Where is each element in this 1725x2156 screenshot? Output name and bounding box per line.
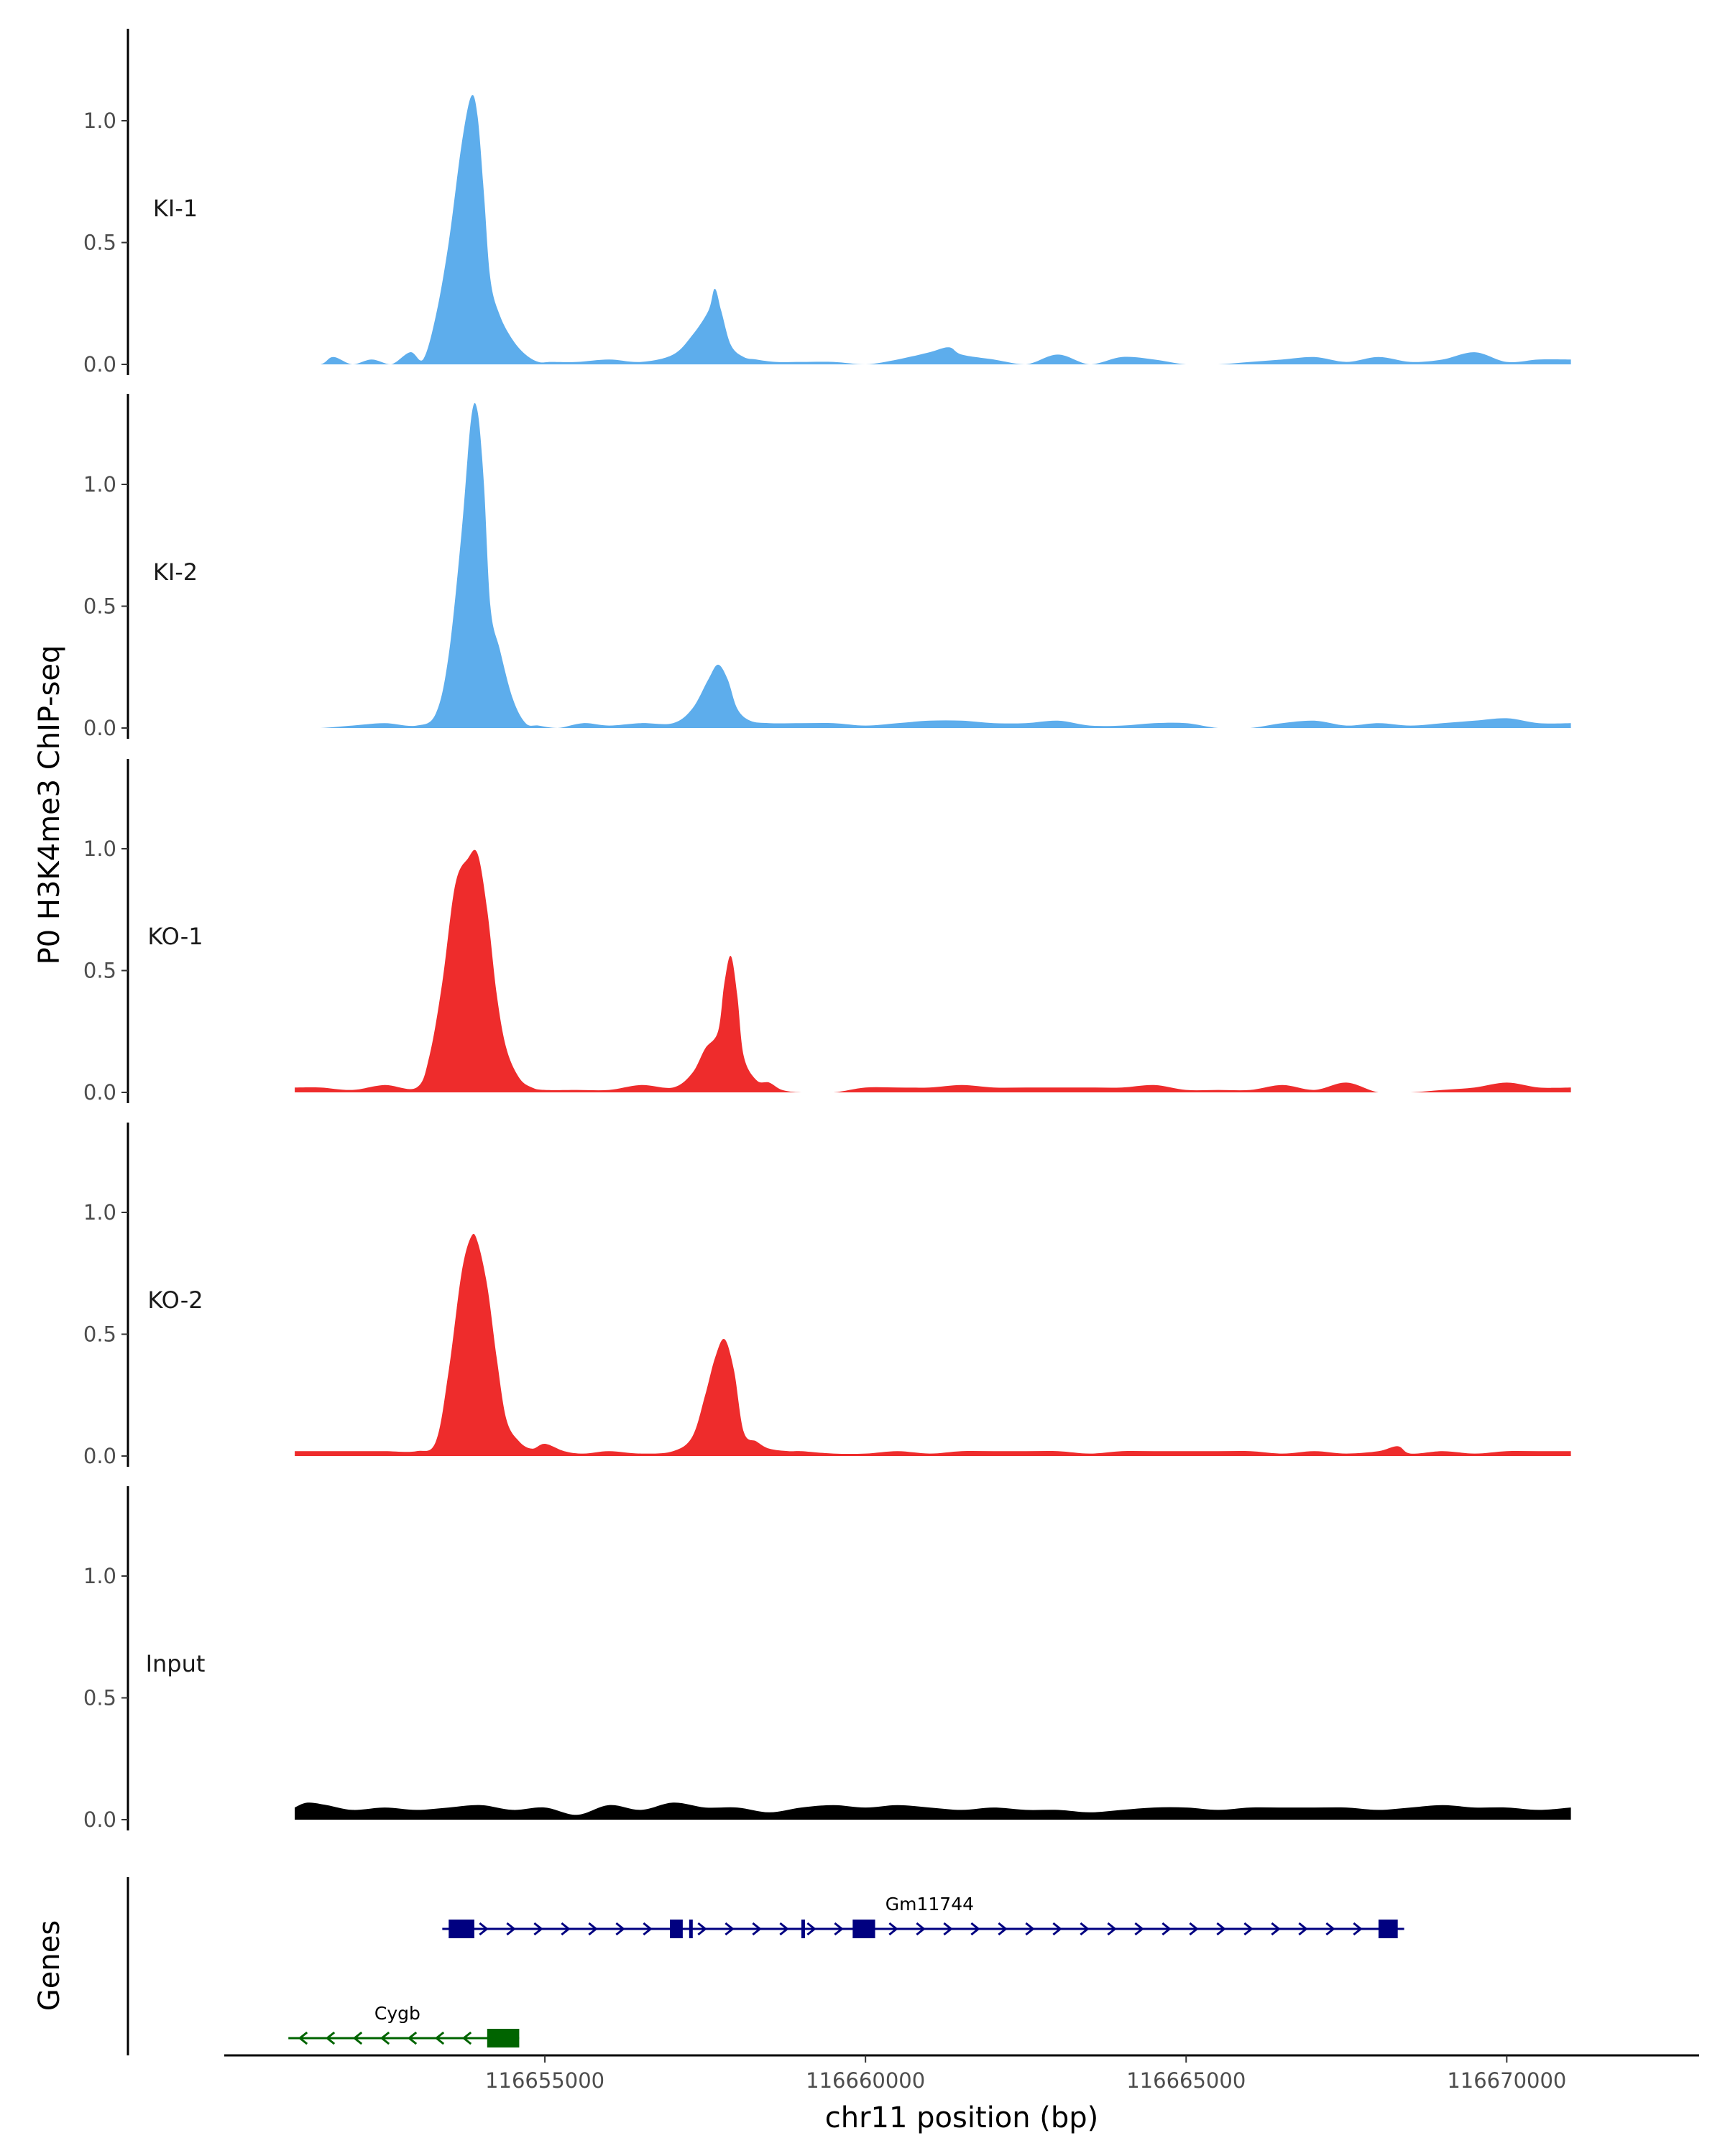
x-tick-label: 116670000 <box>1447 2068 1566 2093</box>
y-tick-label: 0.0 <box>83 1080 116 1105</box>
track-input: 0.0 0.5 1.0 Input <box>83 1486 1571 1832</box>
x-axis-title: chr11 position (bp) <box>825 2101 1099 2134</box>
y-tick-label: 1.0 <box>83 472 116 497</box>
strand-arrow-icon <box>1298 1922 1308 1936</box>
strand-arrow-icon <box>943 1922 953 1936</box>
signal-area-ki-1 <box>295 95 1571 364</box>
y-tick-label: 0.5 <box>83 594 116 619</box>
strand-arrow-icon <box>888 1922 898 1936</box>
y-tick-label: 0.5 <box>83 231 116 255</box>
strand-arrow-icon <box>1189 1922 1199 1936</box>
strand-arrow-icon <box>588 1922 598 1936</box>
y-tick-label: 0.5 <box>83 959 116 983</box>
track-label: KO-2 <box>147 1286 203 1314</box>
x-tick-label: 116660000 <box>806 2068 925 2093</box>
strand-arrow-icon <box>506 1922 516 1936</box>
y-tick-label: 1.0 <box>83 109 116 133</box>
y-tick-label: 1.0 <box>83 1200 116 1225</box>
exon <box>448 1920 474 1938</box>
y-tick-label: 0.0 <box>83 352 116 377</box>
strand-arrow-icon <box>998 1922 1008 1936</box>
strand-arrow-icon <box>434 2031 445 2045</box>
strand-arrow-icon <box>1216 1922 1226 1936</box>
track-label: KI-1 <box>153 195 198 222</box>
track-label: KI-2 <box>153 558 198 586</box>
exon <box>852 1920 875 1938</box>
strand-arrow-icon <box>1162 1922 1172 1936</box>
strand-arrow-icon <box>1052 1922 1062 1936</box>
signal-area-input <box>295 1802 1571 1820</box>
exon <box>670 1920 683 1938</box>
strand-arrow-icon <box>724 1922 735 1936</box>
y-tick-label: 0.0 <box>83 1807 116 1832</box>
x-axis: 116655000 116660000 116665000 116670000 <box>224 2054 1699 2093</box>
strand-arrow-icon <box>561 1922 571 1936</box>
strand-arrow-icon <box>1025 1922 1035 1936</box>
gene-gm11744: Gm11744 <box>442 1894 1404 1938</box>
signal-area-ko-1 <box>295 849 1571 1092</box>
strand-arrow-icon <box>325 2031 336 2045</box>
strand-arrow-icon <box>779 1922 789 1936</box>
exon <box>801 1920 805 1938</box>
gene-track-title: Genes <box>33 1920 66 2011</box>
strand-arrow-icon <box>1243 1922 1254 1936</box>
strand-arrow-icon <box>352 2031 363 2045</box>
exon <box>1378 1920 1398 1938</box>
gene-track: Gm11744 Cygb <box>126 1877 1404 2055</box>
strand-arrow-icon <box>1353 1922 1363 1936</box>
strand-arrow-icon <box>643 1922 653 1936</box>
y-axis-title: P0 H3K4me3 ChIP-seq <box>33 645 66 965</box>
strand-arrow-icon <box>806 1922 816 1936</box>
strand-arrow-icon <box>970 1922 980 1936</box>
exon <box>487 2029 520 2047</box>
track-ko-2: 0.0 0.5 1.0 KO-2 <box>83 1123 1571 1468</box>
y-tick-label: 0.5 <box>83 1322 116 1347</box>
y-tick-label: 1.0 <box>83 837 116 861</box>
strand-arrow-icon <box>1271 1922 1281 1936</box>
strand-arrow-icon <box>407 2031 418 2045</box>
strand-arrow-icon <box>697 1922 707 1936</box>
exon <box>689 1920 693 1938</box>
gene-label: Gm11744 <box>886 1894 974 1915</box>
y-tick-label: 0.5 <box>83 1686 116 1710</box>
strand-arrow-icon <box>1107 1922 1117 1936</box>
strand-arrow-icon <box>752 1922 762 1936</box>
strand-arrow-icon <box>615 1922 625 1936</box>
track-ki-1: 0.0 0.5 1.0 KI-1 <box>83 29 1571 377</box>
x-tick-label: 116665000 <box>1126 2068 1246 2093</box>
track-label: KO-1 <box>147 923 203 950</box>
signal-tracks: 0.00.51.0KI-10.00.51.0KI-20.00.51.0KO-10… <box>83 29 1571 1832</box>
strand-arrow-icon <box>1325 1922 1335 1936</box>
track-label: Input <box>146 1650 206 1677</box>
signal-area-ko-2 <box>295 1233 1571 1456</box>
x-tick-label: 116655000 <box>485 2068 604 2093</box>
gene-label: Cygb <box>374 2003 420 2024</box>
signal-area-ki-2 <box>295 402 1571 728</box>
track-ko-1: 0.0 0.5 1.0 KO-1 <box>83 759 1571 1105</box>
strand-arrow-icon <box>916 1922 926 1936</box>
y-tick-label: 1.0 <box>83 1564 116 1588</box>
strand-arrow-icon <box>1134 1922 1144 1936</box>
strand-arrow-icon <box>834 1922 844 1936</box>
strand-arrow-icon <box>380 2031 390 2045</box>
track-ki-2: 0.0 0.5 1.0 KI-2 <box>83 394 1571 740</box>
strand-arrow-icon <box>1080 1922 1090 1936</box>
strand-arrow-icon <box>461 2031 472 2045</box>
y-tick-label: 0.0 <box>83 716 116 740</box>
y-tick-label: 0.0 <box>83 1444 116 1468</box>
strand-arrow-icon <box>298 2031 308 2045</box>
strand-arrow-icon <box>533 1922 543 1936</box>
gene-cygb: Cygb <box>288 2003 520 2047</box>
strand-arrow-icon <box>479 1922 489 1936</box>
